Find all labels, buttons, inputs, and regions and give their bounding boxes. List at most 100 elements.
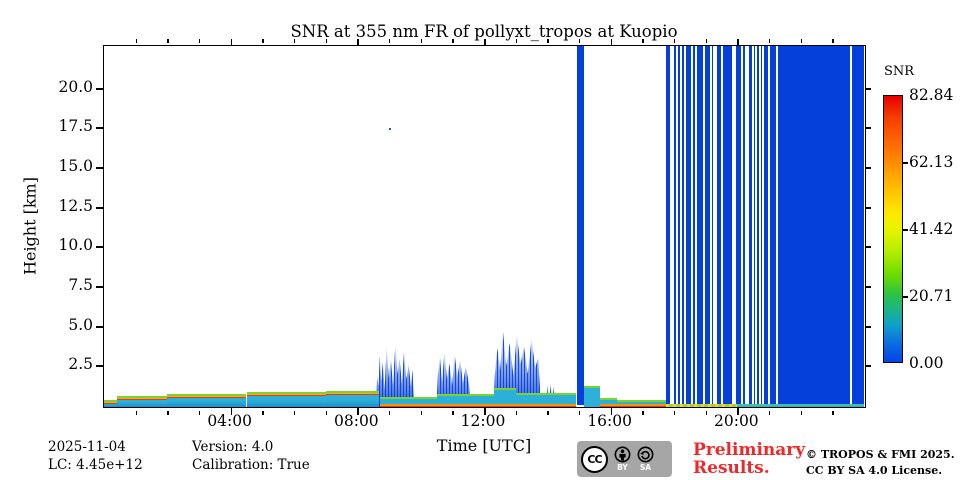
- aerosol-band-segment: [246, 392, 326, 407]
- sa-sharealike-icon: [637, 446, 654, 463]
- x-tick-label: 16:00: [587, 412, 632, 430]
- profile-gap: [751, 46, 754, 404]
- x-tick-top: [135, 39, 137, 43]
- footer-version: Version: 4.0: [192, 439, 274, 455]
- colorbar-tick-label: 0.00: [909, 354, 944, 372]
- colorbar-tick: [903, 162, 908, 164]
- profile-gap: [768, 46, 771, 404]
- y-tick-right: [866, 326, 871, 328]
- x-axis-tick-labels: 04:00 08:00 12:00 16:00 20:00: [103, 412, 866, 434]
- x-tick-top: [737, 39, 740, 45]
- aerosol-band-segment: [116, 396, 168, 407]
- profile-gap: [712, 46, 715, 404]
- copyright-note: © TROPOS & FMI 2025. CC BY SA 4.0 Licens…: [806, 448, 955, 477]
- colorbar-tick-labels: 82.84 62.13 41.42 20.71 0.00: [909, 86, 959, 372]
- profile-gap: [690, 46, 693, 404]
- x-tick: [420, 410, 422, 415]
- x-tick: [484, 408, 486, 415]
- y-tick: [96, 286, 103, 288]
- y-tick: [96, 246, 103, 248]
- aerosol-band-segment: [617, 400, 667, 407]
- x-tick-top: [294, 39, 296, 43]
- x-tick: [610, 408, 613, 415]
- aerosol-band-segment: [584, 386, 600, 407]
- profile-gap: [709, 46, 712, 404]
- profile-gap: [776, 46, 779, 404]
- x-tick: [547, 410, 549, 415]
- y-tick-right: [866, 207, 871, 209]
- y-axis-label: Height [km]: [20, 177, 40, 275]
- preliminary-results-note: Preliminary Results.: [693, 440, 806, 478]
- aerosol-band-segment: [104, 400, 117, 407]
- y-tick-label: 5.0: [68, 316, 93, 334]
- colorbar-tick-label: 82.84: [909, 86, 954, 104]
- x-tick-top: [199, 39, 201, 43]
- y-tick-label: 17.5: [58, 117, 93, 135]
- cc-by-label: BY: [617, 463, 628, 473]
- x-tick: [832, 410, 834, 415]
- x-tick-top: [515, 39, 517, 43]
- y-tick-right: [866, 286, 871, 288]
- profile-gap: [715, 46, 718, 404]
- x-tick: [199, 410, 201, 415]
- x-tick: [325, 410, 327, 415]
- x-tick-top: [610, 39, 613, 45]
- y-tick-right: [866, 127, 871, 129]
- x-tick-top: [484, 39, 486, 45]
- cc-by-sa-badge: CC BY SA: [577, 441, 672, 477]
- x-tick: [737, 408, 740, 415]
- x-tick: [230, 408, 233, 415]
- x-tick-top: [325, 39, 327, 43]
- x-tick-top: [642, 39, 644, 43]
- x-axis-label: Time [UTC]: [436, 436, 532, 455]
- x-tick: [642, 410, 644, 415]
- colorbar-tick-label: 62.13: [909, 153, 954, 171]
- saturated-signal-wall: [666, 46, 864, 404]
- y-tick: [96, 88, 103, 90]
- profile-gap: [720, 46, 723, 404]
- cc-sa-label: SA: [639, 463, 652, 473]
- x-tick-label: 20:00: [713, 412, 759, 430]
- colorbar-title: SNR: [884, 64, 915, 79]
- ground-return-line: [666, 404, 738, 407]
- chart-title: SNR at 355 nm FR of pollyxt_tropos at Ku…: [290, 22, 678, 41]
- isolated-data-point: [389, 128, 391, 130]
- profile-gap: [694, 46, 697, 404]
- full-height-stripe: [576, 46, 584, 405]
- aerosol-band-segment: [493, 388, 516, 407]
- profile-gap: [747, 46, 750, 404]
- plot-area: [96, 39, 871, 415]
- x-tick: [452, 410, 454, 415]
- x-tick-top: [832, 39, 834, 43]
- footer-date: 2025-11-04: [48, 439, 126, 455]
- y-tick-right: [866, 365, 871, 367]
- x-tick-top: [769, 39, 771, 43]
- x-tick: [769, 410, 771, 415]
- y-tick-label: 10.0: [58, 236, 93, 254]
- y-tick-right: [866, 88, 871, 90]
- colorbar-tick: [903, 229, 908, 231]
- footer-lidar-constant: LC: 4.45e+12: [48, 457, 143, 473]
- x-tick-top: [389, 39, 391, 43]
- y-tick-right: [866, 167, 871, 169]
- footer-calibration: Calibration: True: [192, 457, 310, 473]
- x-tick-label: 12:00: [460, 412, 506, 430]
- y-tick-label: 12.5: [58, 197, 93, 215]
- profile-gap: [758, 46, 761, 404]
- x-tick: [705, 410, 707, 415]
- profile-gap: [744, 46, 747, 404]
- y-tick: [96, 207, 103, 209]
- x-tick-top: [357, 39, 360, 45]
- x-tick-top: [547, 39, 549, 43]
- cc-sa-sharealike: SA: [637, 446, 654, 472]
- x-tick: [389, 410, 391, 415]
- cc-by-attribution: BY: [614, 446, 631, 472]
- ground-return-line: [737, 404, 864, 407]
- x-tick-top: [262, 39, 264, 43]
- profile-gap: [734, 46, 737, 404]
- x-tick-top: [230, 39, 233, 45]
- x-tick-top: [800, 39, 802, 43]
- x-tick: [674, 410, 676, 415]
- aerosol-band-segment: [515, 393, 576, 407]
- aerosol-band-segment: [167, 394, 247, 407]
